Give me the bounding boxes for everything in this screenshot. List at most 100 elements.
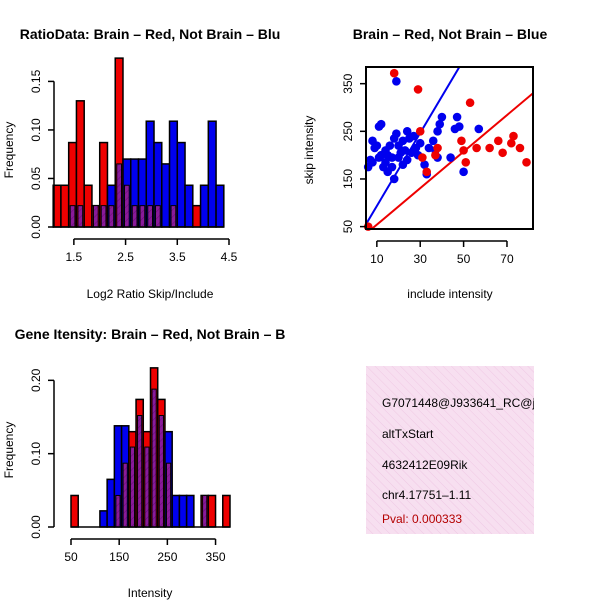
gene-overlap-bar [151, 388, 157, 528]
scatter-point-blue [385, 141, 395, 150]
ratio-overlap-bar [77, 205, 84, 228]
scatter-point-blue [400, 146, 410, 155]
scatter-point-blue [428, 136, 438, 146]
scatter-point-red [433, 143, 442, 153]
scatter-point-blue [452, 112, 462, 122]
ratio-overlap-bar [170, 205, 177, 228]
ratio-bar [199, 184, 210, 228]
ratio-bar [184, 184, 194, 228]
ratio-overlap-bar [131, 205, 138, 228]
scatter-point-red [522, 157, 531, 167]
gene-bar [185, 494, 195, 528]
scatter-point-red [472, 143, 481, 153]
ratio-y-tick-label: 0.15 [29, 69, 43, 93]
info-location: chr4.17751–1.11 [382, 488, 472, 502]
info-gene-name: 4632412E09Rik [382, 458, 468, 472]
scatter-point-blue [381, 157, 390, 167]
scatter-ylabel: skip intensity [302, 116, 316, 185]
scatter-point-blue [474, 124, 484, 134]
scatter-point-blue [454, 122, 464, 131]
intensity-scatter: Brain – Red, Not Brain – Blue 10 30 50 70 50… [302, 26, 547, 301]
gene-bar [99, 510, 108, 528]
scatter-point-red [459, 146, 468, 155]
ratio-axes: 1.5 2.5 3.5 4.5 0.00 0.05 0.10 0.15 [29, 69, 238, 264]
scatter-axes: 10 30 50 70 50 150 250 350 [341, 73, 514, 266]
scatter-x-tick-label: 50 [457, 252, 471, 266]
scatter-point-blue [398, 136, 408, 146]
scatter-x-tick-label: 30 [414, 252, 428, 266]
gene-intensity-histogram: Gene Itensity: Brain – Red, Not Brain – … [2, 326, 285, 600]
gene-overlap-bar [202, 494, 208, 528]
scatter-point-red [493, 136, 503, 146]
gene-overlap-bar [165, 462, 172, 528]
scatter-point-blue [459, 167, 468, 177]
scatter-point-blue [387, 162, 397, 172]
scatter-point-blue [446, 153, 455, 162]
scatter-point-blue [424, 143, 434, 153]
scatter-point-red [431, 150, 440, 160]
ratio-title: RatioData: Brain – Red, Not Brain – Blu [20, 26, 281, 42]
gene-ylabel: Frequency [2, 422, 16, 479]
scatter-point-red [507, 138, 516, 148]
scatter-y-tick-label: 50 [341, 220, 355, 234]
ratio-overlap-bar [147, 205, 154, 228]
ratio-overlap-bar [100, 205, 107, 228]
info-panel-box: G7071448@J933641_RC@j_at altTxStart 4632… [366, 366, 552, 534]
scatter-point-blue [409, 131, 419, 141]
ratio-histogram: RatioData: Brain – Red, Not Brain – Blu … [2, 26, 280, 301]
scatter-point-blue [387, 153, 397, 162]
gene-overlap-bar [137, 415, 143, 528]
gene-bar [222, 494, 231, 528]
info-event-type: altTxStart [382, 427, 434, 441]
ratio-bars [52, 57, 225, 228]
ratio-bar [60, 184, 70, 228]
gene-bar [106, 478, 116, 528]
gene-bar [178, 494, 188, 528]
scatter-point-blue [420, 160, 429, 169]
ratio-overlap-bar [116, 163, 122, 228]
scatter-points [363, 68, 531, 231]
scatter-point-blue [435, 119, 445, 129]
gene-y-tick-label: 0.20 [29, 368, 43, 392]
gene-x-tick-label: 150 [109, 550, 129, 564]
scatter-title: Brain – Red, Not Brain – Blue [353, 26, 548, 42]
scatter-fit-line-red [370, 92, 533, 229]
scatter-point-blue [437, 112, 447, 122]
ratio-y-tick-label: 0.10 [29, 118, 43, 142]
gene-overlap-bar [158, 415, 164, 528]
gene-bar [70, 494, 79, 528]
ratio-bar [83, 184, 93, 228]
scatter-point-red [465, 98, 475, 108]
ratio-overlap-bar [92, 205, 99, 228]
gene-y-tick-label: 0.10 [29, 442, 43, 466]
info-panel: G7071448@J933641_RC@j_at altTxStart 4632… [366, 366, 552, 534]
gene-axes: 50 150 250 350 0.00 0.10 0.20 [29, 368, 226, 564]
ratio-x-tick-label: 3.5 [169, 250, 186, 264]
info-probe-id: G7071448@J933641_RC@j_at [382, 396, 552, 410]
ratio-xlabel: Log2 Ratio Skip/Include [87, 287, 214, 301]
ratio-ylabel: Frequency [2, 122, 16, 179]
gene-x-tick-label: 350 [206, 550, 226, 564]
gene-y-tick-label: 0.00 [29, 515, 43, 539]
ratio-y-tick-label: 0.00 [29, 215, 43, 239]
gene-x-tick-label: 250 [157, 550, 177, 564]
scatter-x-tick-label: 10 [370, 252, 384, 266]
ratio-bar [176, 141, 186, 228]
gene-overlap-bar [122, 462, 128, 528]
scatter-point-blue [389, 174, 399, 184]
gene-xlabel: Intensity [128, 586, 173, 600]
ratio-overlap-bar [155, 205, 161, 228]
scatter-point-blue [372, 141, 382, 150]
scatter-point-red [485, 143, 494, 153]
ratio-bar [161, 163, 171, 228]
scatter-point-blue [433, 127, 442, 136]
scatter-point-red [418, 153, 427, 162]
scatter-xlabel: include intensity [407, 287, 492, 301]
ratio-bar [192, 204, 202, 228]
scatter-point-red [498, 148, 507, 158]
info-pval: Pval: 0.000333 [382, 512, 462, 526]
scatter-point-red [457, 136, 466, 146]
gene-bar [207, 494, 217, 528]
scatter-point-blue [376, 119, 386, 129]
